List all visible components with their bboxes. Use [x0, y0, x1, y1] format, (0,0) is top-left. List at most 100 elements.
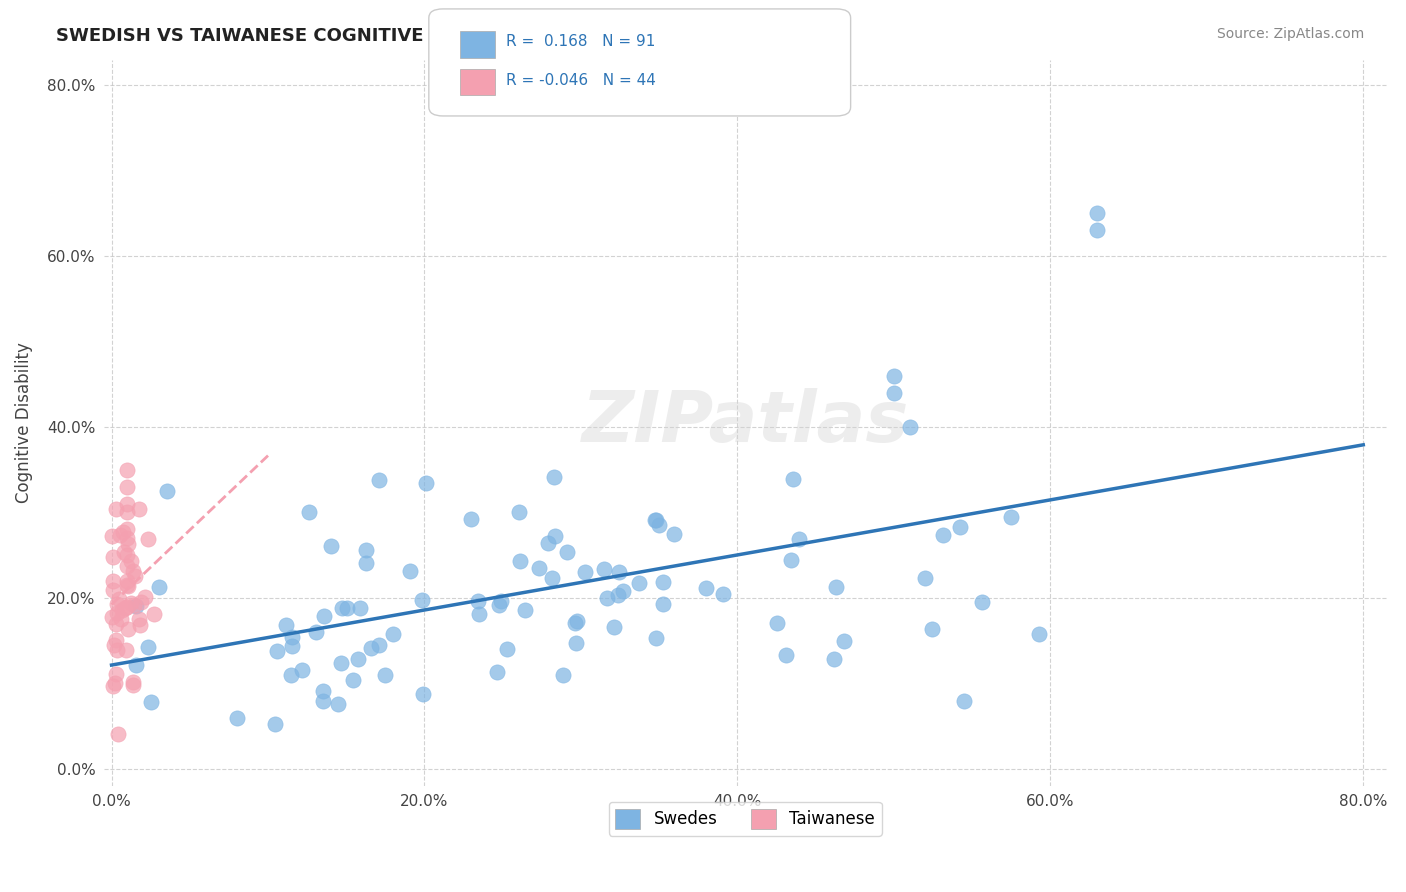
Point — [139, 695, 162, 709]
Point — [330, 656, 353, 670]
Point — [565, 636, 588, 650]
Point — [607, 566, 630, 580]
Point — [953, 694, 976, 708]
Point — [263, 717, 285, 731]
Point — [115, 643, 138, 657]
Point — [564, 615, 586, 630]
Point — [148, 580, 170, 594]
Point — [491, 594, 513, 608]
Point — [136, 640, 159, 655]
Point — [104, 633, 127, 648]
Point — [644, 513, 666, 527]
Point — [527, 560, 550, 574]
Point — [103, 582, 125, 597]
Point — [101, 679, 124, 693]
Point — [101, 609, 124, 624]
Point — [652, 597, 675, 611]
Point — [125, 658, 148, 673]
Point — [103, 550, 125, 565]
Point — [115, 463, 138, 477]
Point — [766, 615, 789, 630]
Point — [509, 554, 531, 568]
Point — [775, 648, 797, 663]
Point — [128, 502, 150, 516]
Point — [970, 595, 993, 609]
Point — [134, 590, 156, 604]
Point — [468, 607, 491, 621]
Point — [312, 683, 335, 698]
Point — [336, 601, 359, 615]
Point — [266, 644, 288, 658]
Point — [782, 471, 804, 485]
Point — [399, 564, 422, 578]
Point — [932, 528, 955, 542]
Point — [346, 652, 368, 666]
Point — [883, 368, 905, 383]
Legend: Swedes, Taiwanese: Swedes, Taiwanese — [609, 802, 882, 836]
Point — [787, 532, 810, 546]
Point — [921, 623, 943, 637]
Point — [122, 564, 145, 578]
Point — [349, 601, 371, 615]
Point — [540, 571, 562, 585]
Point — [914, 571, 936, 585]
Point — [662, 526, 685, 541]
Point — [574, 565, 596, 579]
Point — [612, 584, 634, 599]
Point — [486, 665, 509, 679]
Point — [112, 524, 135, 539]
Point — [304, 624, 326, 639]
Point — [104, 617, 127, 632]
Point — [319, 539, 342, 553]
Point — [898, 420, 921, 434]
Point — [120, 596, 142, 610]
Y-axis label: Cognitive Disability: Cognitive Disability — [15, 343, 32, 503]
Point — [949, 520, 972, 534]
Point — [551, 667, 574, 681]
Point — [779, 553, 801, 567]
Point — [280, 668, 302, 682]
Point — [342, 673, 364, 687]
Point — [513, 603, 536, 617]
Text: R = -0.046   N = 44: R = -0.046 N = 44 — [506, 73, 657, 87]
Point — [651, 574, 673, 589]
Point — [117, 623, 139, 637]
Point — [1028, 627, 1050, 641]
Point — [156, 483, 179, 498]
Point — [360, 641, 382, 656]
Point — [508, 506, 530, 520]
Point — [1085, 206, 1108, 220]
Point — [128, 618, 150, 632]
Point — [1085, 223, 1108, 237]
Point — [101, 529, 124, 543]
Point — [281, 630, 304, 644]
Point — [274, 617, 297, 632]
Point — [695, 581, 717, 595]
Point — [115, 523, 138, 537]
Point — [115, 480, 138, 494]
Point — [111, 603, 134, 617]
Text: R =  0.168   N = 91: R = 0.168 N = 91 — [506, 35, 655, 49]
Point — [415, 475, 437, 490]
Point — [593, 562, 616, 576]
Point — [117, 558, 139, 573]
Point — [121, 674, 143, 689]
Point — [314, 609, 336, 624]
Point — [226, 711, 249, 725]
Point — [628, 575, 651, 590]
Point — [298, 505, 321, 519]
Point — [124, 598, 146, 612]
Point — [823, 652, 845, 666]
Point — [117, 537, 139, 551]
Point — [281, 639, 304, 653]
Point — [124, 569, 146, 583]
Point — [488, 598, 510, 612]
Point — [117, 578, 139, 592]
Point — [825, 580, 848, 594]
Point — [115, 531, 138, 545]
Point — [138, 532, 160, 546]
Point — [112, 545, 135, 559]
Point — [143, 607, 166, 622]
Point — [115, 505, 138, 519]
Text: ZIPatlas: ZIPatlas — [582, 388, 908, 458]
